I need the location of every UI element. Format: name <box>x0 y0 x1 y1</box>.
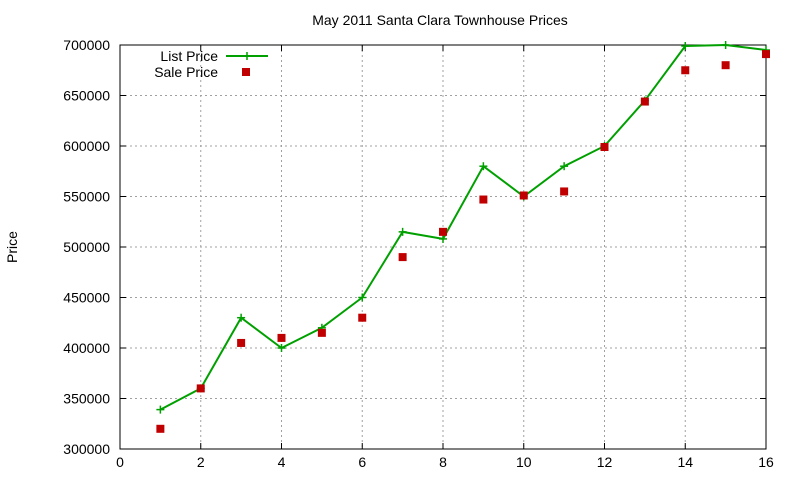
y-tick-label: 650000 <box>63 88 110 104</box>
data-point-plus <box>156 405 165 414</box>
x-tick-label: 8 <box>439 454 447 470</box>
data-point-square <box>479 195 488 204</box>
data-point-plus <box>439 234 447 243</box>
y-tick-label: 500000 <box>63 239 110 255</box>
data-point-square <box>156 424 165 433</box>
chart-title: May 2011 Santa Clara Townhouse Prices <box>312 12 568 28</box>
legend-label-sale-price: Sale Price <box>154 64 218 80</box>
legend: List Price Sale Price <box>154 48 268 80</box>
grid <box>120 45 766 449</box>
legend-marker-sale-price <box>242 68 250 76</box>
series-sale-price <box>156 50 770 433</box>
legend-marker-list-price <box>243 52 251 60</box>
data-point-square <box>600 143 609 152</box>
data-point-square <box>640 97 649 106</box>
data-point-square <box>681 66 690 75</box>
y-tick-label: 700000 <box>63 37 110 53</box>
data-point-square <box>439 227 447 236</box>
y-axis-label: Price <box>4 231 20 263</box>
data-point-square <box>277 333 286 342</box>
data-point-plus <box>681 42 690 51</box>
data-point-square <box>519 191 528 200</box>
data-point-square <box>721 61 730 70</box>
y-tick-label: 300000 <box>63 441 110 457</box>
y-tick-label: 350000 <box>63 391 110 407</box>
data-series <box>156 41 770 433</box>
x-tick-label: 16 <box>758 454 774 470</box>
data-point-square <box>762 50 770 59</box>
data-point-plus <box>398 227 407 236</box>
y-tick-label: 450000 <box>63 290 110 306</box>
series-line <box>159 43 767 411</box>
data-point-plus <box>560 162 569 171</box>
data-point-plus <box>358 293 367 302</box>
legend-label-list-price: List Price <box>160 48 218 64</box>
axes: 0 2 4 6 8 10 12 14 16 300000 350000 400000 450000 500… <box>63 37 774 470</box>
data-point-square <box>560 187 569 196</box>
data-point-square <box>398 253 407 262</box>
y-tick-label: 400000 <box>63 340 110 356</box>
x-tick-label: 12 <box>597 454 613 470</box>
data-point-plus <box>277 344 286 352</box>
x-tick-label: 14 <box>677 454 693 470</box>
data-point-plus <box>479 162 488 171</box>
x-tick-label: 10 <box>516 454 532 470</box>
data-point-square <box>358 313 367 322</box>
y-tick-label: 550000 <box>63 189 110 205</box>
data-point-square <box>317 328 326 337</box>
x-tick-label: 2 <box>197 454 205 470</box>
y-tick-label: 600000 <box>63 138 110 154</box>
x-tick-label: 4 <box>278 454 286 470</box>
data-point-square <box>196 384 205 393</box>
x-tick-label: 0 <box>116 454 124 470</box>
x-tick-label: 6 <box>358 454 366 470</box>
data-point-plus <box>237 313 246 322</box>
data-point-square <box>237 338 246 347</box>
data-point-plus <box>721 41 730 49</box>
series-list-price <box>156 41 770 414</box>
